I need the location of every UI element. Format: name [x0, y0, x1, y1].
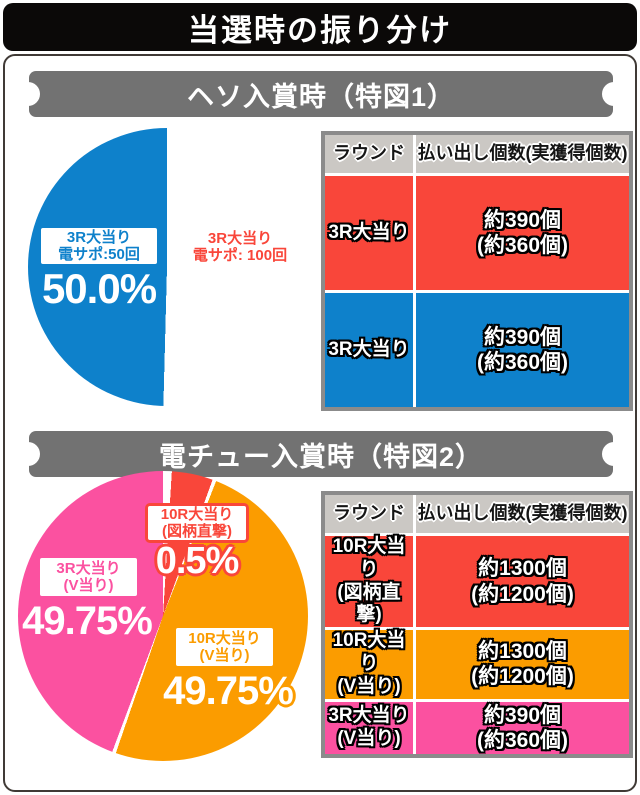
pie1-red-slice-label: 3R大当り 電サポ: 100回	[181, 229, 299, 265]
table2-row2-payout-line2: (約1200個)	[471, 665, 574, 689]
table2-row3-round-line2: (V当り)	[337, 727, 401, 749]
table2-row2-round: 10R大当り (V当り)	[325, 630, 413, 699]
page-title: 当選時の振り分け	[188, 12, 452, 48]
pie1-blue-slice-label: 3R大当り 電サポ:50回	[41, 228, 157, 264]
pie2-red-slice-label: 10R大当り (図柄直撃)	[145, 503, 249, 543]
table1-row2-round-text: 3R大当り	[328, 338, 410, 360]
table2-row2-payout-line1: 約1300個	[478, 640, 567, 664]
table2-row2-round-line1: 10R大当り	[332, 630, 406, 674]
pie2-pink-slice-percentage: 49.75%	[22, 599, 153, 643]
table2-row1-payout-line2: (約1200個)	[471, 582, 574, 606]
pie2-orange-slice-percentage: 49.75%	[163, 669, 294, 713]
pie2-pink-slice-label: 3R大当り (V当り)	[40, 558, 137, 596]
table2-row2-round-line2: (V当り)	[337, 675, 401, 697]
table1-row2-payout-line1: 約390個	[483, 325, 562, 349]
table1-row1-round-text: 3R大当り	[328, 221, 410, 243]
table1-header-payout: 払い出し個数(実獲得個数)	[416, 135, 629, 173]
table1-row1-payout: 約390個 (約360個)	[416, 176, 629, 290]
pie2-red-label-line2: (図柄直撃)	[162, 523, 232, 540]
pie2-pink-label-line1: 3R大当り	[56, 559, 121, 577]
content-panel: ヘソ入賞時（特図1） 3R大当り 電サポ:50回 50.0% 3R大当り 電サポ…	[3, 54, 637, 792]
pie2-orange-label-line1: 10R大当り	[188, 629, 261, 647]
table1-row1-payout-line2: (約360個)	[476, 234, 569, 257]
table2-header-payout: 払い出し個数(実獲得個数)	[416, 495, 629, 533]
pie1-red-label-line1: 3R大当り	[207, 229, 273, 247]
table2-row3-payout-line2: (約360個)	[476, 728, 569, 752]
pie1-red-label-line2: 電サポ: 100回	[192, 247, 288, 264]
pie1-red-slice-percentage: 50.0%	[182, 265, 298, 312]
table2-row1-round-line1: 10R大当り	[332, 536, 406, 580]
table2-row1-payout-line1: 約1300個	[478, 557, 567, 581]
table2-row1-round: 10R大当り (図柄直撃)	[325, 536, 413, 628]
section1-header: ヘソ入賞時（特図1）	[29, 71, 613, 117]
table1-header-round: ラウンド	[325, 135, 413, 173]
table2-row3-round-line1: 3R大当り	[328, 704, 410, 726]
pie-chart-tokuzu1	[28, 128, 306, 406]
pie1-blue-slice-percentage: 50.0%	[41, 265, 157, 312]
table1-row1-round: 3R大当り	[325, 176, 413, 290]
pie1-blue-label-line1: 3R大当り	[66, 228, 132, 246]
table2-row3-payout: 約390個 (約360個)	[416, 701, 629, 754]
table2-header-round: ラウンド	[325, 495, 413, 533]
table2-row2-payout: 約1300個 (約1200個)	[416, 630, 629, 699]
table2-row1-payout: 約1300個 (約1200個)	[416, 536, 629, 628]
table2-row1-round-line2: (図柄直撃)	[337, 581, 401, 626]
table1-row1-payout-line1: 約390個	[483, 208, 562, 232]
pie2-orange-label-line2: (V当り)	[199, 647, 250, 664]
pie1-blue-label-line2: 電サポ:50回	[58, 246, 140, 263]
table1-row2-payout-line2: (約360個)	[476, 351, 569, 374]
table2-row3-round: 3R大当り (V当り)	[325, 701, 413, 754]
table1-row2-round: 3R大当り	[325, 293, 413, 407]
pie2-red-label-line1: 10R大当り	[160, 505, 234, 523]
pie2-orange-slice-label: 10R大当り (V当り)	[176, 628, 273, 666]
page-title-bar: 当選時の振り分け	[3, 3, 637, 51]
section2-header-label: 電チュー入賞時（特図2）	[158, 441, 483, 472]
pie2-red-slice-percentage: 0.5%	[155, 540, 240, 582]
table1-row2-payout: 約390個 (約360個)	[416, 293, 629, 407]
payout-table-tokuzu1: ラウンド 払い出し個数(実獲得個数) 3R大当り 約390個 (約360個) 3…	[321, 131, 633, 411]
section1-header-label: ヘソ入賞時（特図1）	[186, 81, 456, 112]
pie2-pink-label-line2: (V当り)	[63, 577, 114, 594]
table2-row3-payout-line1: 約390個	[483, 703, 562, 727]
section2-header: 電チュー入賞時（特図2）	[29, 431, 613, 477]
payout-table-tokuzu2: ラウンド 払い出し個数(実獲得個数) 10R大当り (図柄直撃) 約1300個 …	[321, 491, 633, 758]
